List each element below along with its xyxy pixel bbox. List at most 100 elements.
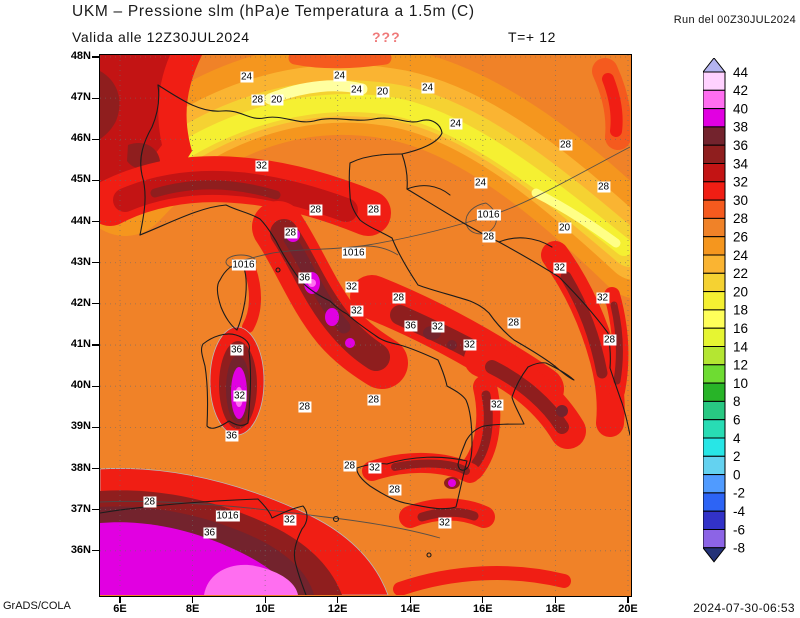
- contour-label: 32: [282, 514, 297, 525]
- grads-credit: GrADS/COLA: [3, 600, 71, 612]
- lon-tick-label: 18E: [545, 603, 566, 615]
- lon-tick-mark: [482, 596, 484, 603]
- colorbar-tick-label: 30: [733, 193, 748, 208]
- colorbar-tick-label: 26: [733, 230, 748, 245]
- colorbar-tick-label: -4: [733, 504, 745, 519]
- contour-label: 24: [332, 70, 347, 81]
- colorbar-tick-label: 12: [733, 358, 748, 373]
- colorbar-tick-label: -6: [733, 522, 745, 537]
- colorbar-segment: [703, 126, 726, 146]
- colorbar-tick-label: 10: [733, 376, 748, 391]
- contour-label: 28: [558, 139, 573, 150]
- colorbar-segment: [703, 254, 726, 274]
- contour-label: 1016: [215, 510, 240, 521]
- run-label: Run del 00Z30JUL2024: [673, 14, 796, 26]
- contour-label: 20: [269, 94, 284, 105]
- lat-tick-label: 41N: [70, 338, 91, 351]
- colorbar-overflow-top: [703, 58, 727, 73]
- colorbar-tick-label: 44: [733, 65, 749, 80]
- contour-label: 28: [387, 484, 402, 495]
- colorbar-tick-label: 6: [733, 413, 741, 428]
- lat-tick-label: 40N: [70, 379, 91, 392]
- contour-label: 24: [349, 84, 364, 95]
- colorbar: 4442403836343230282624222018161412108642…: [703, 58, 749, 563]
- colorbar-segment: [703, 199, 726, 219]
- status-flag: ???: [372, 29, 401, 45]
- colorbar-tick-label: 42: [733, 83, 748, 98]
- lat-tick-label: 43N: [70, 255, 91, 268]
- contour-label: 24: [473, 177, 488, 188]
- map-canvas: [99, 54, 630, 595]
- contour-label: 24: [448, 118, 463, 129]
- lon-tick-mark: [554, 596, 556, 603]
- contour-label: 24: [420, 82, 435, 93]
- contour-label: 28: [506, 317, 521, 328]
- lon-tick-label: 8E: [185, 603, 200, 615]
- lat-tick-label: 44N: [70, 214, 91, 227]
- colorbar-tick-label: 4: [733, 431, 741, 446]
- colorbar-segment: [703, 327, 726, 348]
- colorbar-segment: [703, 419, 726, 439]
- lon-tick-mark: [264, 596, 266, 603]
- colorbar-segment: [703, 291, 726, 311]
- colorbar-tick-label: 20: [733, 284, 748, 299]
- colorbar-segment: [703, 272, 726, 293]
- lat-tick-label: 47N: [70, 91, 91, 104]
- contour-label: 32: [430, 321, 445, 332]
- grid-layer: [99, 54, 630, 595]
- lat-tick-label: 36N: [70, 543, 91, 556]
- contour-label: 32: [462, 339, 477, 350]
- contour-label: 28: [308, 204, 323, 215]
- contour-label: 28: [283, 227, 298, 238]
- contour-label: 32: [552, 262, 567, 273]
- colorbar-tick-label: 32: [733, 175, 748, 190]
- colorbar-tick-label: 28: [733, 211, 748, 226]
- contour-label: 36: [403, 320, 418, 331]
- contour-label: 28: [391, 292, 406, 303]
- colorbar-segment: [703, 400, 726, 421]
- colorbar-segment: [703, 437, 726, 457]
- lon-tick-label: 10E: [255, 603, 275, 615]
- lat-tick-label: 45N: [70, 173, 91, 186]
- contour-label: 32: [232, 390, 247, 401]
- colorbar-segment: [703, 217, 726, 238]
- contour-label: 28: [142, 496, 157, 507]
- colorbar-segment: [703, 163, 726, 183]
- contour-label: 1016: [476, 209, 501, 220]
- colorbar-tick-label: 38: [733, 120, 748, 135]
- contour-label: 36: [229, 344, 244, 355]
- lon-tick-label: 12E: [327, 603, 348, 615]
- chart-title: UKM – Pressione slm (hPa)e Temperatura a…: [72, 3, 475, 20]
- colorbar-tick-label: -2: [733, 486, 745, 501]
- lat-tick-label: 42N: [70, 296, 91, 309]
- lat-tick-label: 39N: [70, 420, 91, 433]
- colorbar-segment: [703, 364, 726, 384]
- contour-label: 32: [254, 160, 269, 171]
- colorbar-tick-label: 36: [733, 138, 748, 153]
- colorbar-tick-label: 0: [733, 467, 741, 482]
- lon-tick-mark: [627, 596, 629, 603]
- lon-tick-label: 6E: [113, 603, 127, 615]
- contour-label: 24: [239, 71, 254, 82]
- colorbar-segment: [703, 455, 726, 476]
- colorbar-tick-label: 34: [733, 156, 749, 171]
- contour-label: 32: [344, 281, 359, 292]
- temperature-shading-layer: [99, 54, 630, 595]
- contour-label: 28: [596, 181, 611, 192]
- contour-label: 36: [224, 430, 239, 441]
- contour-label-layer: 24 28 20 24 24 20 24 24 28 24 28 20 32 28 28 1016 28 32 28…: [100, 55, 631, 596]
- contour-label: 20: [375, 86, 390, 97]
- colorbar-tick-label: 16: [733, 321, 748, 336]
- colorbar-segment: [703, 492, 726, 512]
- colorbar-segment: [703, 510, 726, 531]
- lon-tick-label: 14E: [400, 603, 421, 615]
- colorbar-tick-label: 8: [733, 394, 741, 409]
- lat-tick-label: 46N: [70, 132, 91, 145]
- colorbar-segment: [703, 236, 726, 256]
- lon-tick-mark: [119, 596, 121, 603]
- colorbar-tick-label: 18: [733, 303, 748, 318]
- colorbar-segment: [703, 529, 726, 549]
- contour-label: 32: [437, 517, 452, 528]
- contour-label: 32: [489, 399, 504, 410]
